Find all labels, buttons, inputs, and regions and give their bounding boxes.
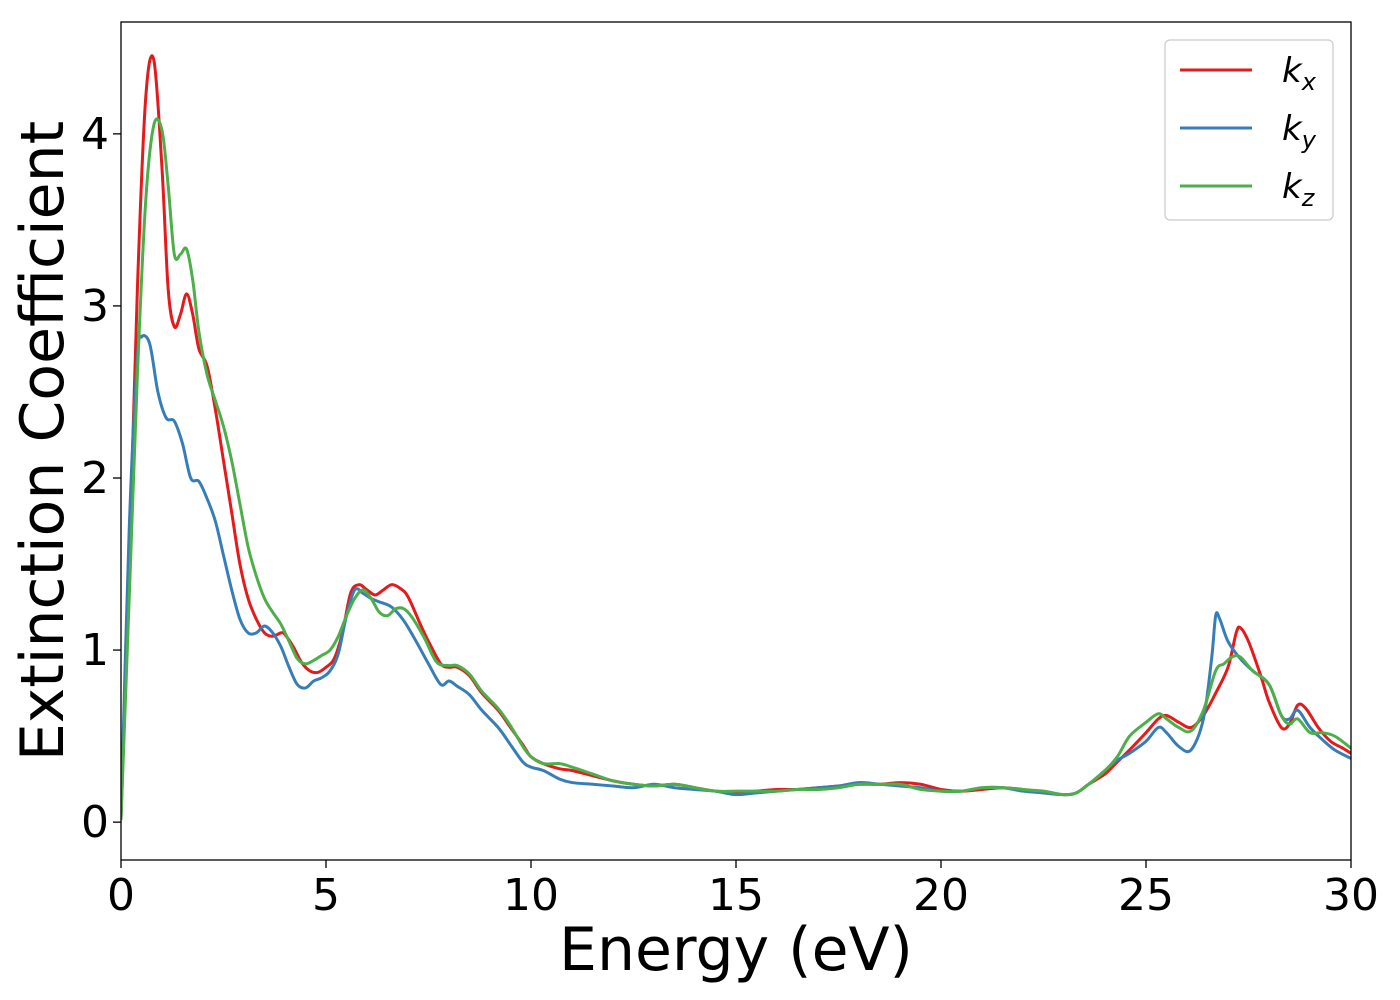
series-layer	[121, 54, 1351, 821]
x-axis: 0 5 10 15 20 25 30	[107, 860, 1379, 921]
x-tick-label: 15	[708, 870, 764, 921]
x-tick-label: 5	[312, 870, 340, 921]
x-axis-title: Energy (eV)	[559, 915, 913, 985]
x-tick-label: 0	[107, 870, 135, 921]
y-tick-label: 0	[81, 797, 109, 848]
legend-label-x: kx	[1282, 51, 1317, 96]
y-tick-label: 4	[81, 109, 109, 160]
legend-label-y: ky	[1282, 109, 1317, 154]
y-tick-label: 3	[81, 281, 109, 332]
legend-box	[1164, 39, 1334, 221]
x-tick-label: 20	[913, 870, 969, 921]
x-tick-label: 10	[503, 870, 559, 921]
series-line-z	[121, 117, 1351, 821]
y-axis-title: Extinction Coefficient	[8, 121, 78, 761]
legend-label-z: kz	[1282, 167, 1316, 212]
x-tick-label: 25	[1118, 870, 1174, 921]
x-tick-label: 30	[1323, 870, 1379, 921]
series-line-y	[121, 334, 1351, 821]
y-tick-label: 2	[81, 453, 109, 504]
y-tick-label: 1	[81, 625, 109, 676]
legend: kx ky kz	[1164, 39, 1334, 221]
y-axis: 0 1 2 3 4	[81, 109, 121, 848]
